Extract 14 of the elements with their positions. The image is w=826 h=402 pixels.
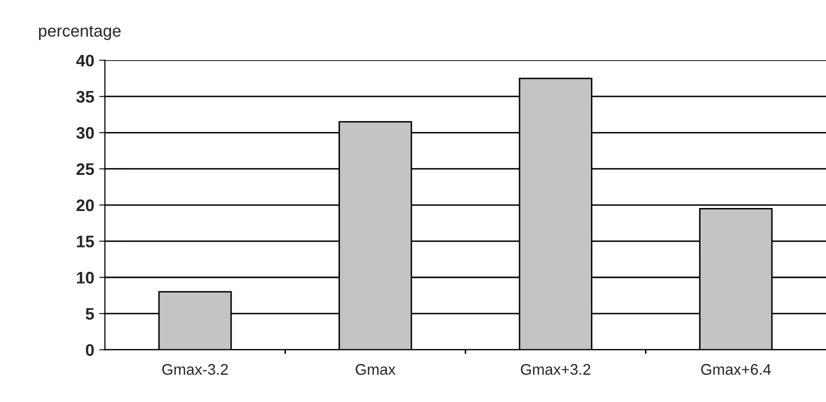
y-tick-label: 5 xyxy=(86,308,94,320)
y-tick-label: 25 xyxy=(76,163,94,176)
y-tick-label: 30 xyxy=(76,127,94,139)
x-tick-label: Gmax+6.4 xyxy=(701,364,771,375)
y-tick-label: 0 xyxy=(86,344,94,356)
x-tick-label: Gmax-3.2 xyxy=(162,364,228,375)
y-tick-label: 40 xyxy=(76,54,94,67)
x-tick-label: Gmax xyxy=(356,364,396,375)
x-tick-label: Gmax+3.2 xyxy=(520,364,590,375)
y-tick-label: 15 xyxy=(77,236,94,248)
y-tick-label: 20 xyxy=(76,199,94,212)
y-axis-title: percentage xyxy=(39,26,121,40)
y-tick-label: 35 xyxy=(76,90,94,103)
y-tick-label: 10 xyxy=(77,272,94,284)
